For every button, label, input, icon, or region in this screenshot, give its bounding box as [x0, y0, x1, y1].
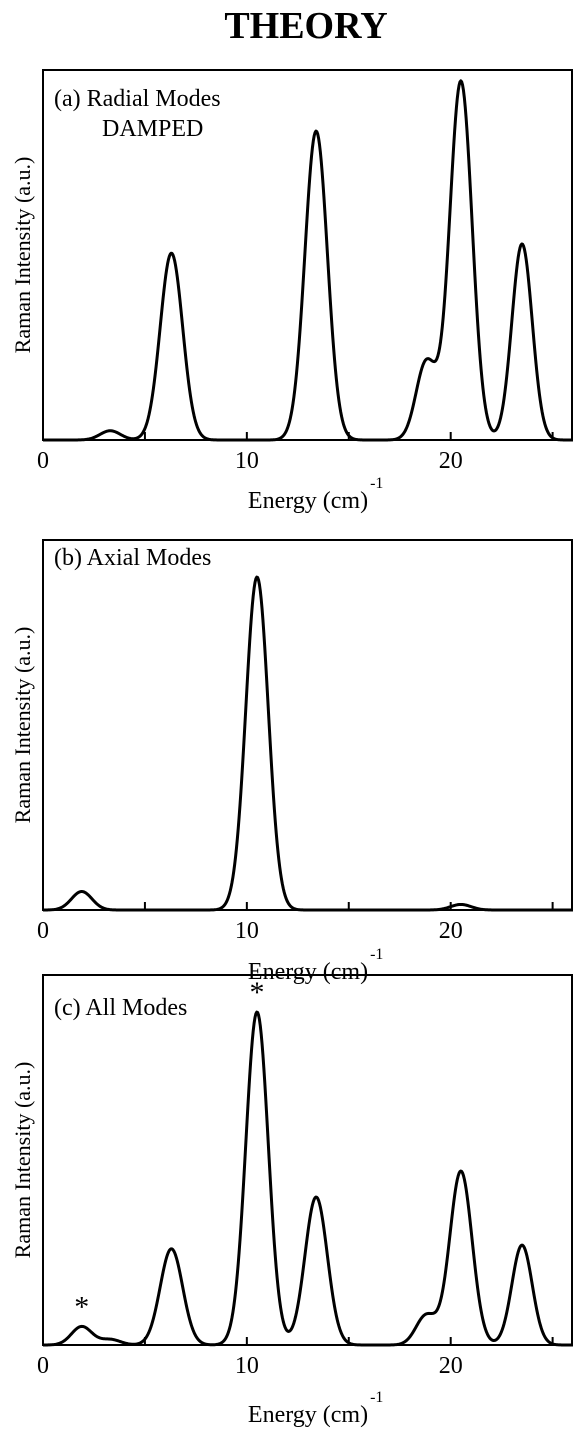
- spectrum-line: [42, 79, 573, 442]
- x-axis-label-superscript: -1: [370, 946, 383, 963]
- panel-title: (a) Radial Modes: [54, 86, 221, 112]
- x-tick-label: 0: [37, 918, 49, 944]
- plot-frame: [42, 539, 573, 911]
- panels-group: 0 10 20 (a) Radial Modes DAMPED Raman Intensi…: [10, 69, 573, 1428]
- panel-subtitle: DAMPED: [102, 116, 203, 142]
- x-tick-label: 10: [235, 448, 259, 474]
- figure-title: THEORY: [224, 5, 387, 47]
- x-tick-label: 20: [439, 448, 463, 474]
- spectrum-line: [42, 575, 573, 912]
- peak-annotation-asterisk: *: [74, 1290, 89, 1323]
- y-axis-label: Raman Intensity (a.u.): [10, 627, 35, 824]
- x-tick-label: 20: [439, 1353, 463, 1379]
- plot-frame: [42, 974, 573, 1346]
- x-axis-label-superscript: -1: [370, 475, 383, 492]
- x-tick-label: 10: [235, 918, 259, 944]
- x-tick-label: 0: [37, 1353, 49, 1379]
- peak-annotation-asterisk: *: [250, 976, 265, 1009]
- x-axis-label: Energy (cm): [248, 488, 368, 514]
- y-axis-label: Raman Intensity (a.u.): [10, 157, 35, 354]
- y-axis-label: Raman Intensity (a.u.): [10, 1062, 35, 1259]
- spectrum-line: [42, 1010, 573, 1347]
- panel-title: (b) Axial Modes: [54, 545, 211, 571]
- x-axis-label: Energy (cm): [248, 959, 368, 985]
- plot-frame: [42, 69, 573, 441]
- x-axis-label-superscript: -1: [370, 1389, 383, 1406]
- chart-panel-3: 0 10 20 (c) All Modes Raman Intensity (a.u.)…: [10, 974, 573, 1428]
- x-tick-label: 10: [235, 1353, 259, 1379]
- x-axis-label: Energy (cm): [248, 1402, 368, 1428]
- x-tick-label: 20: [439, 918, 463, 944]
- chart-panel-2: 0 10 20 (b) Axial Modes Raman Intensity (a.u…: [10, 539, 573, 985]
- chart-panel-1: 0 10 20 (a) Radial Modes DAMPED Raman Intensi…: [10, 69, 573, 514]
- x-tick-label: 0: [37, 448, 49, 474]
- panel-title: (c) All Modes: [54, 995, 187, 1021]
